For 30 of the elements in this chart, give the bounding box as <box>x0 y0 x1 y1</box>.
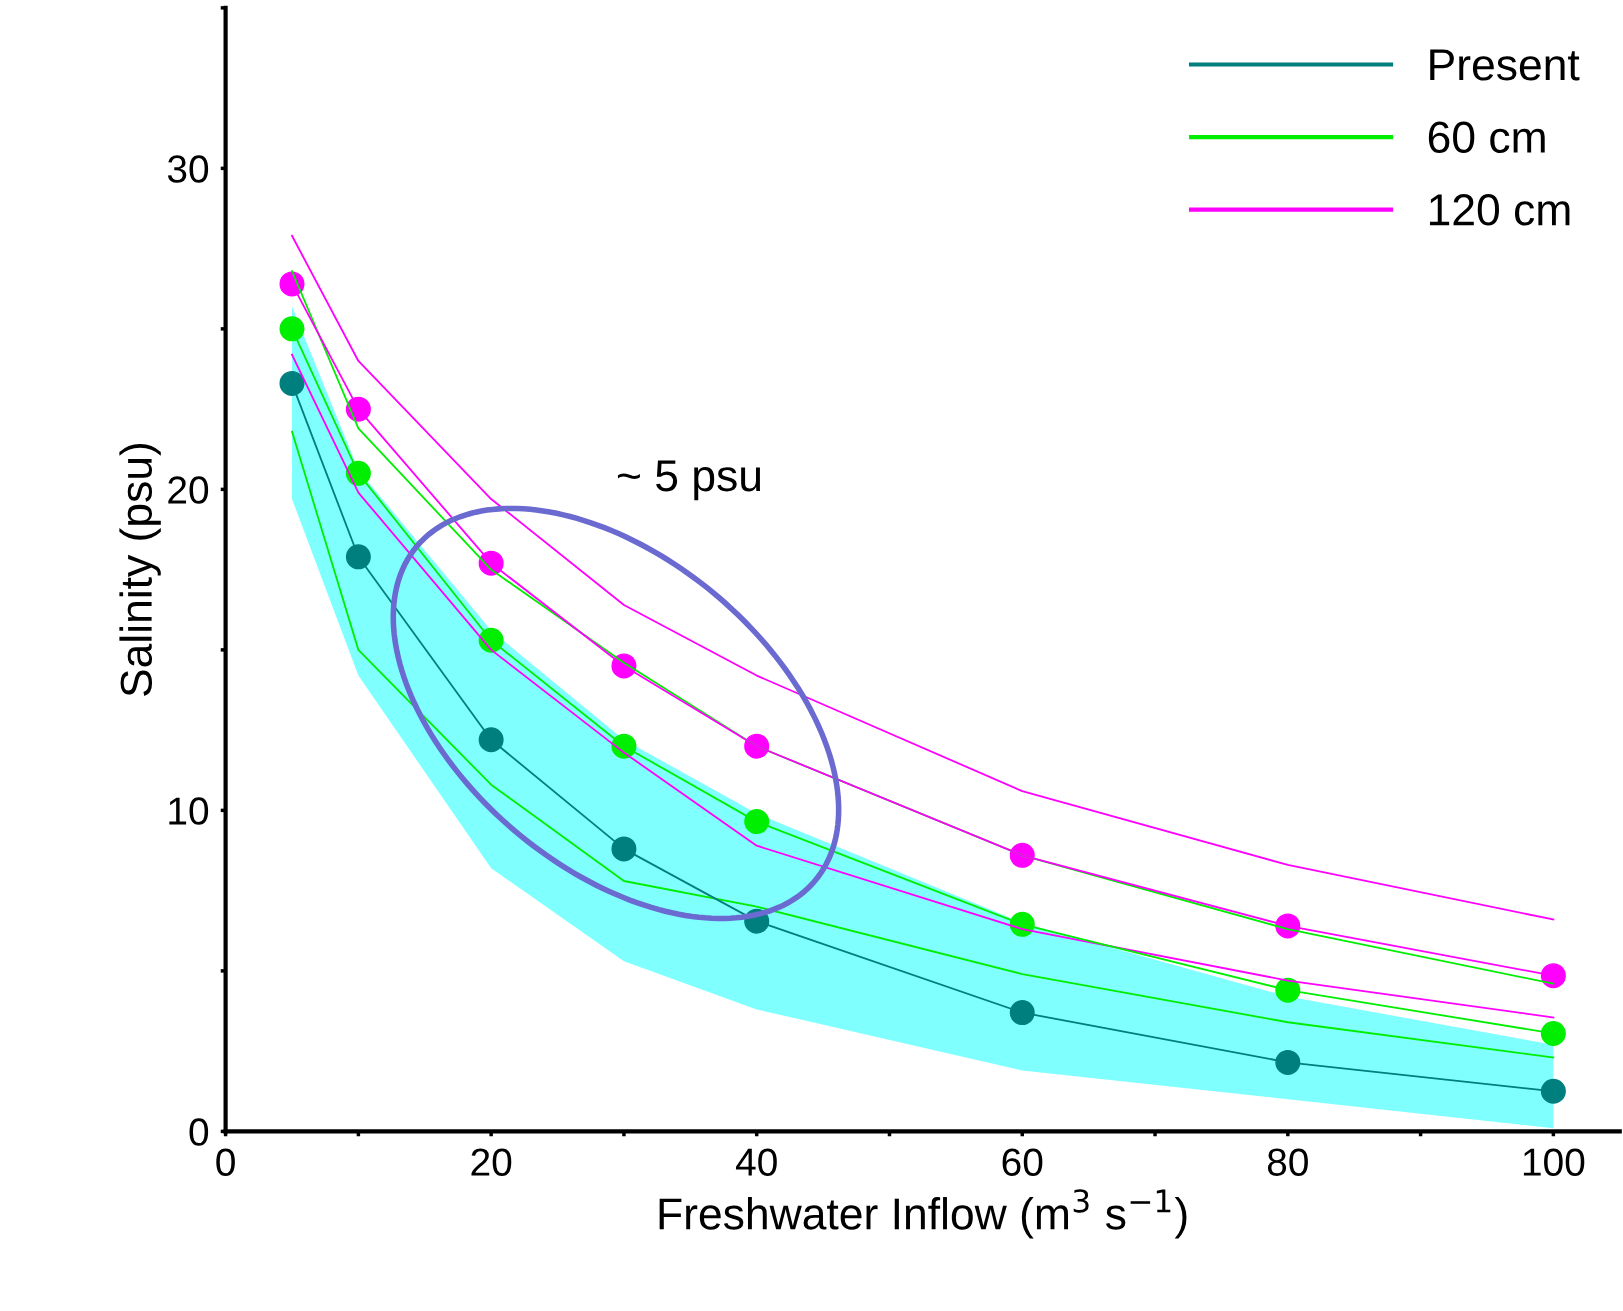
point <box>744 809 770 835</box>
x-tick-label: 0 <box>216 1148 235 1176</box>
x-tick-label: 40 <box>735 1148 777 1176</box>
legend-label: Present <box>1430 49 1580 81</box>
line-series <box>291 430 1555 1059</box>
point <box>345 544 371 570</box>
point <box>611 836 637 862</box>
legend-label: 60 cm <box>1428 121 1545 154</box>
x-axis-title: Freshwater Inflow (m$^{3}$ s$^{−1}$) <box>659 1189 1187 1239</box>
point <box>744 733 770 759</box>
y-tick-label: 30 <box>167 155 209 183</box>
x-tick-label: 100 <box>1523 1148 1585 1176</box>
point <box>1009 842 1035 868</box>
point <box>1540 963 1566 989</box>
y-tick-label: 0 <box>189 1118 209 1146</box>
point <box>1009 1000 1035 1026</box>
x-tick-label: 80 <box>1267 1148 1308 1176</box>
point <box>478 727 504 753</box>
y-tick-label: 10 <box>169 797 209 825</box>
annotation: ~ 5 psu <box>617 460 761 501</box>
point <box>279 316 305 342</box>
y-axis-title: Salinity (psu) <box>119 443 161 697</box>
x-tick-label: 60 <box>1002 1148 1043 1176</box>
point <box>1540 1078 1566 1104</box>
point <box>1275 1049 1301 1075</box>
legend-label: 120 cm <box>1429 194 1570 226</box>
point <box>1540 1020 1566 1046</box>
y-tick-label: 20 <box>168 476 209 504</box>
x-tick-label: 20 <box>471 1148 512 1176</box>
point <box>279 370 305 396</box>
